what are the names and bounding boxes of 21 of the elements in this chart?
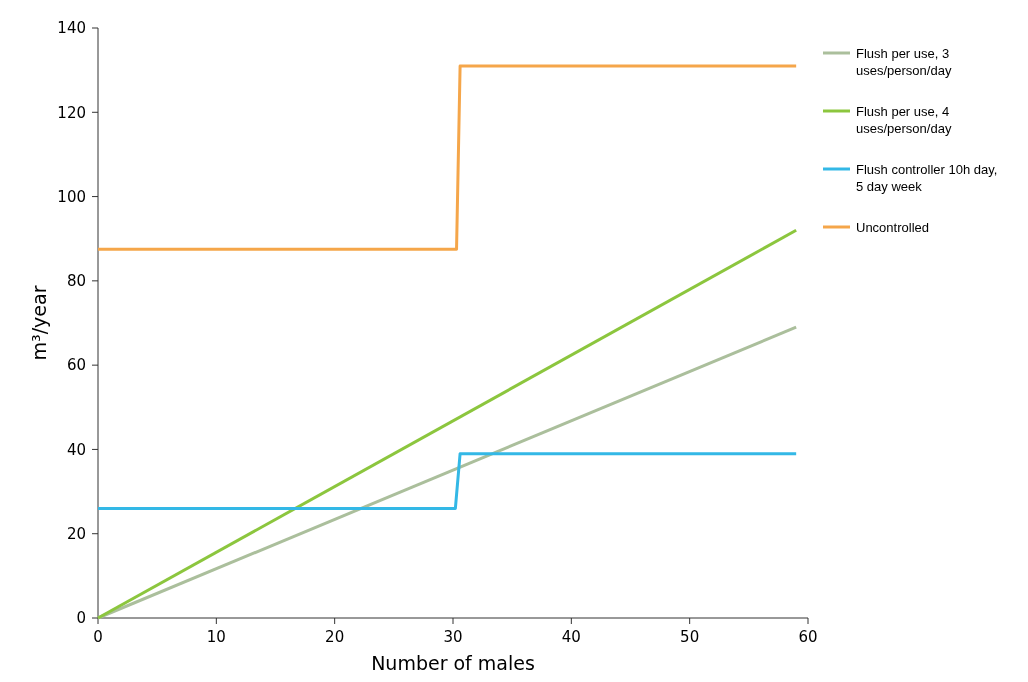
y-tick-label: 140 — [57, 19, 86, 38]
y-tick-label: 40 — [66, 440, 86, 459]
y-tick-label: 20 — [66, 524, 86, 543]
legend-label: Flush per use, 3 uses/person/day — [856, 45, 952, 79]
y-tick-label: 60 — [66, 356, 86, 375]
legend-label: Uncontrolled — [856, 219, 929, 235]
x-tick-label: 50 — [680, 628, 700, 646]
y-axis-title: m³/year — [28, 285, 50, 361]
x-tick-label: 30 — [443, 628, 463, 646]
y-tick-label: 120 — [57, 103, 86, 122]
y-tick-label: 100 — [57, 187, 86, 206]
legend-label: Flush per use, 4 uses/person/day — [856, 103, 952, 137]
x-tick-label: 20 — [325, 628, 345, 646]
x-tick-label: 60 — [798, 628, 818, 646]
x-tick-label: 40 — [561, 628, 581, 646]
x-tick-label: 10 — [206, 628, 226, 646]
y-tick-label: 0 — [76, 609, 86, 628]
y-tick-label: 80 — [66, 272, 86, 291]
x-tick-label: 0 — [93, 628, 103, 646]
legend-label: Flush controller 10h day, 5 day week — [856, 161, 998, 195]
x-axis-title: Number of males — [371, 652, 535, 674]
